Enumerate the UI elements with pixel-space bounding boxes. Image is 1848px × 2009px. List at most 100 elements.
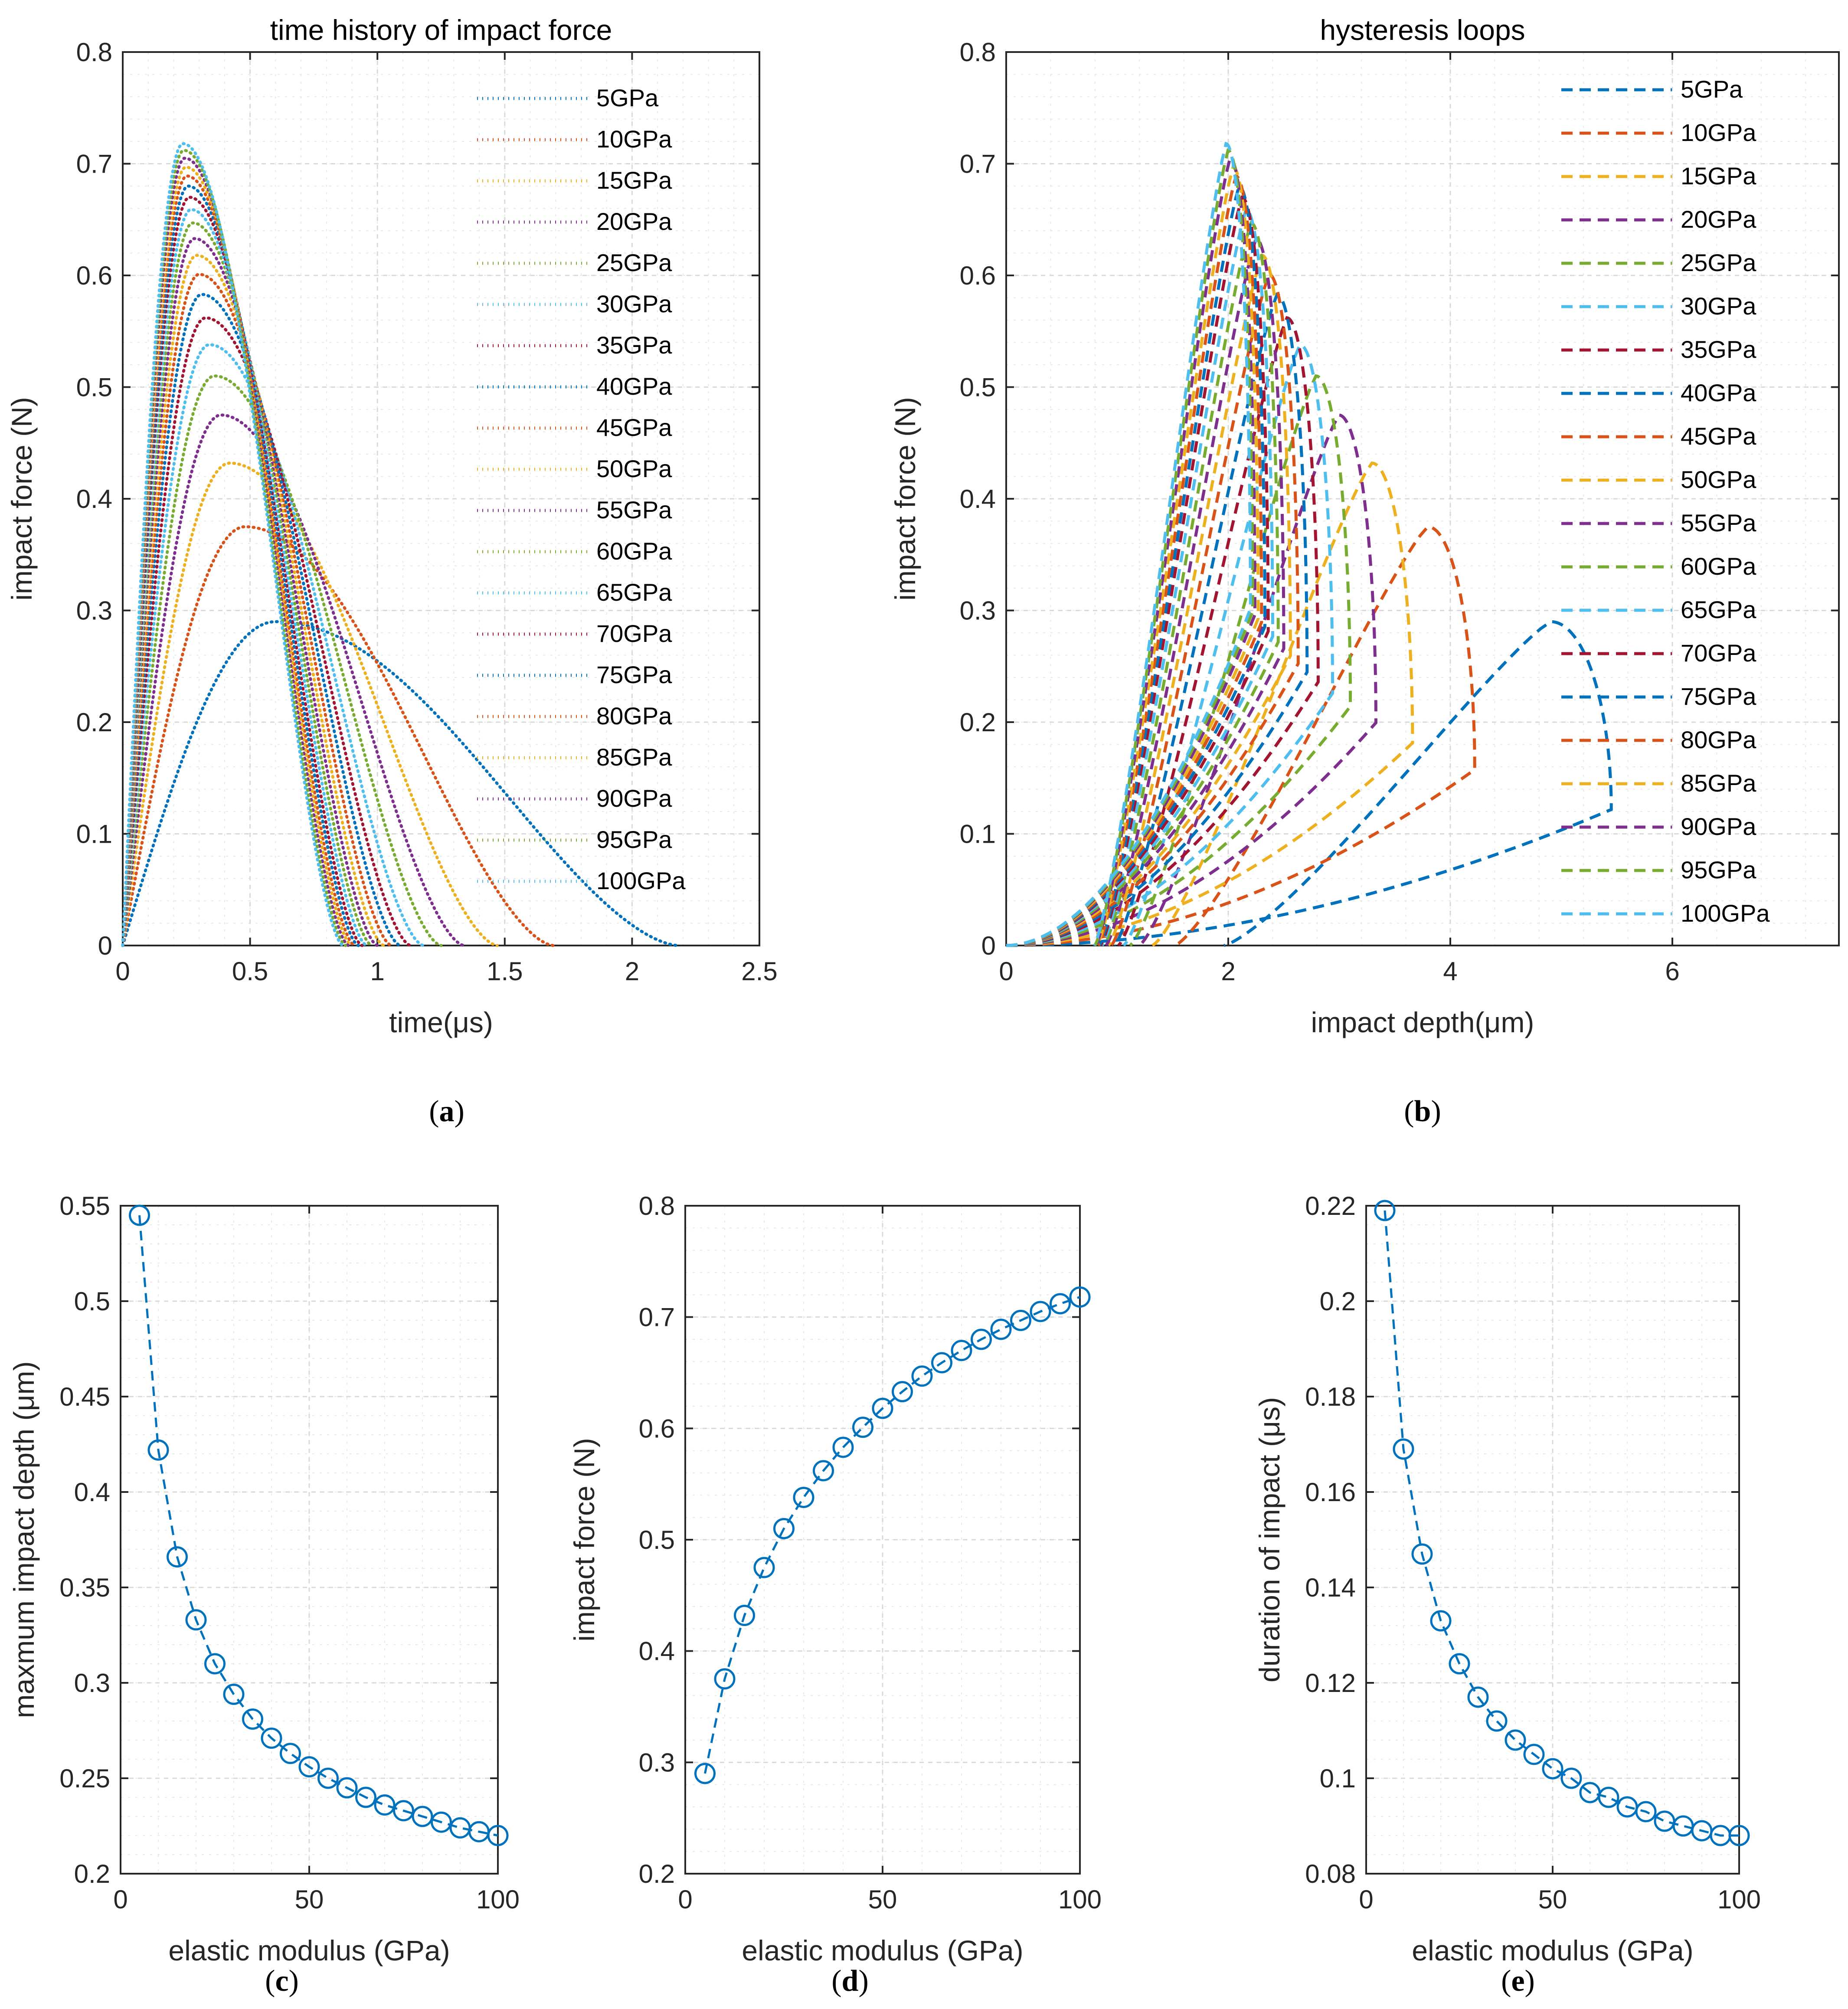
data-point-5 [694, 1763, 716, 1784]
legend-entry: 5GPa [1681, 75, 1743, 103]
data-point-85 [431, 1811, 452, 1833]
x-tick-label: 6 [1665, 957, 1679, 986]
panel-b-hysteresis-loops: 0 2 4 6 0 0.1 0.2 0.3 0.4 0.5 0.6 0.7 0.8 impact dept… [889, 14, 1840, 1038]
y-tick-label: 0.6 [960, 261, 996, 290]
axes-frame [120, 1205, 499, 1875]
y-tick-label: 0.8 [76, 38, 112, 67]
data-point-80 [1654, 1810, 1675, 1832]
data-point-15 [167, 1546, 188, 1568]
force-curve-10GPa [121, 525, 555, 947]
x-axis-label: elastic modulus (GPa) [742, 1934, 1023, 1966]
hysteresis-loop-25GPa [1006, 374, 1352, 947]
data-point-30 [223, 1683, 245, 1705]
caption-paren-open: ( [1501, 1964, 1511, 1998]
series-group [1006, 141, 1613, 947]
y-tick-label: 0.45 [59, 1382, 110, 1411]
hysteresis-loop-80GPa [1006, 174, 1263, 947]
caption-paren-close: ) [1431, 1095, 1441, 1128]
data-point-55 [892, 1381, 913, 1403]
legend-entry: 30GPa [1681, 292, 1756, 320]
y-tick-label: 0.6 [639, 1414, 675, 1443]
data-point-40 [261, 1728, 282, 1749]
legend-entry: 30GPa [596, 290, 672, 317]
caption-paren-open: ( [265, 1964, 275, 1998]
data-point-65 [931, 1352, 952, 1374]
legend-entry: 10GPa [596, 125, 672, 153]
legend-entry: 5GPa [596, 84, 659, 111]
y-tick-label: 0.22 [1305, 1191, 1356, 1220]
y-tick-label: 0.3 [639, 1748, 675, 1777]
caption-paren-close: ) [1525, 1964, 1535, 1998]
x-tick-label: 2.5 [741, 957, 777, 986]
legend-entry: 85GPa [1681, 769, 1756, 797]
y-tick-label: 0.2 [639, 1859, 675, 1888]
force-curve-25GPa [121, 374, 443, 947]
y-tick-label: 0.2 [1320, 1287, 1356, 1316]
x-tick-label: 0 [1359, 1885, 1373, 1914]
panel-d-impact-force: 0 50 100 0.2 0.3 0.4 0.5 0.6 0.7 0.8 elastic modul… [568, 1191, 1102, 1966]
x-tick-label: 0.5 [232, 957, 268, 986]
series-line [1384, 1210, 1739, 1837]
caption-paren-open: ( [1404, 1095, 1414, 1128]
axes-frame [1005, 51, 1840, 946]
legend-entry: 90GPa [1681, 813, 1756, 840]
y-tick-label: 0.8 [960, 38, 996, 67]
data-point-45 [1523, 1744, 1545, 1765]
data-point-75 [971, 1328, 992, 1350]
legend-entry: 90GPa [596, 785, 672, 812]
force-curve-15GPa [121, 461, 499, 947]
x-axis-label: impact depth(μm) [1311, 1006, 1534, 1038]
x-tick-label: 0 [113, 1885, 128, 1914]
legend-entry: 75GPa [596, 661, 672, 688]
caption-paren-close: ) [455, 1095, 464, 1128]
legend-entry: 75GPa [1681, 683, 1756, 710]
x-tick-label: 100 [1058, 1885, 1102, 1914]
hysteresis-loop-85GPa [1006, 165, 1260, 947]
caption-paren-open: ( [429, 1095, 439, 1128]
caption-a: (a) [429, 1095, 464, 1128]
data-point-80 [412, 1806, 433, 1827]
data-point-35 [242, 1708, 263, 1730]
data-point-50 [298, 1756, 320, 1778]
data-point-55 [317, 1767, 339, 1789]
data-point-75 [393, 1800, 414, 1822]
data-point-50 [872, 1397, 893, 1419]
legend-entry: 50GPa [596, 455, 672, 482]
legend-entry: 40GPa [1681, 379, 1756, 406]
legend-entry: 40GPa [596, 373, 672, 400]
legend-entry: 65GPa [1681, 596, 1756, 623]
legend-entry: 80GPa [596, 702, 672, 730]
legend-entry: 60GPa [1681, 553, 1756, 580]
y-tick-label: 0.6 [76, 261, 112, 290]
caption-c: (c) [265, 1964, 299, 1998]
y-tick-label: 0.4 [960, 484, 996, 514]
legend-entry: 45GPa [596, 414, 672, 441]
y-tick-label: 0.14 [1305, 1573, 1356, 1602]
data-point-40 [1505, 1729, 1526, 1751]
legend-entry: 60GPa [596, 537, 672, 565]
y-tick-label: 0.1 [1320, 1764, 1356, 1793]
caption-b: (b) [1404, 1095, 1441, 1128]
caption-paren-close: ) [858, 1964, 868, 1998]
x-tick-label: 0 [999, 957, 1013, 986]
data-point-20 [185, 1609, 207, 1631]
hysteresis-loop-5GPa [1006, 620, 1613, 947]
hysteresis-loop-50GPa [1006, 253, 1292, 947]
y-tick-label: 0.35 [59, 1573, 110, 1602]
y-tick-label: 0.3 [74, 1669, 110, 1698]
data-point-20 [1430, 1610, 1452, 1632]
hysteresis-loop-45GPa [1006, 272, 1300, 947]
y-tick-label: 0.25 [59, 1764, 110, 1793]
y-axis-label: impact force (N) [568, 1438, 600, 1641]
data-point-30 [1467, 1686, 1489, 1708]
y-tick-label: 0.55 [59, 1191, 110, 1220]
legend-entry: 15GPa [1681, 162, 1756, 190]
data-point-15 [734, 1605, 755, 1626]
y-tick-label: 0.5 [74, 1287, 110, 1316]
data-point-50 [1542, 1758, 1563, 1780]
legend-entry: 50GPa [1681, 466, 1756, 493]
legend-entry: 55GPa [596, 496, 672, 524]
data-point-40 [832, 1436, 854, 1458]
hysteresis-loop-20GPa [1006, 413, 1378, 947]
